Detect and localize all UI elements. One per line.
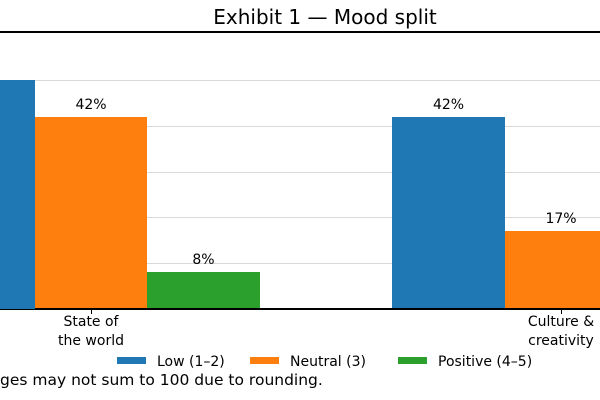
x-tick-group-2 xyxy=(560,309,562,314)
x-tick-label-line: the world xyxy=(58,332,124,349)
legend-swatch-neutral xyxy=(250,356,279,364)
x-tick-label-state-of-the-world: State of the world xyxy=(11,313,171,350)
gridline-10 xyxy=(0,262,600,264)
x-axis-line xyxy=(0,307,600,310)
x-tick-label-culture-creativity: Culture & creativity xyxy=(481,313,600,350)
gridline-30 xyxy=(0,171,600,173)
top-spine xyxy=(0,31,600,33)
footnote: ges may not sum to 100 due to rounding. xyxy=(0,370,323,389)
bar-neutral-group-2 xyxy=(504,230,600,309)
bar-value-label-low-group-2: 42% xyxy=(432,96,465,113)
gridline-50 xyxy=(0,80,600,82)
legend-swatch-low xyxy=(117,356,146,364)
legend-swatch-positive xyxy=(398,356,427,364)
bar-value-label-neutral-group-2: 17% xyxy=(545,210,577,227)
x-tick-label-line: State of xyxy=(63,314,119,330)
bar-positive-group-1 xyxy=(147,271,260,309)
chart-title: Exhibit 1 — Mood split xyxy=(213,5,437,29)
gridline-20 xyxy=(0,217,600,219)
legend-label-positive: Positive (4–5) xyxy=(438,353,533,370)
x-tick-label-line: Culture & xyxy=(527,314,595,330)
gridline-40 xyxy=(0,125,600,127)
x-tick-group-1 xyxy=(90,309,92,314)
bar-value-label-positive-group-1: 8% xyxy=(192,251,215,268)
x-tick-label-line: creativity xyxy=(528,332,594,349)
bar-value-label-neutral-group-1: 42% xyxy=(75,96,107,113)
bar-neutral-group-1 xyxy=(34,116,148,309)
bar-low-group-1 xyxy=(0,80,35,309)
bar-low-group-2 xyxy=(392,116,505,309)
legend-label-low: Low (1–2) xyxy=(157,353,225,370)
legend-label-neutral: Neutral (3) xyxy=(290,353,366,370)
